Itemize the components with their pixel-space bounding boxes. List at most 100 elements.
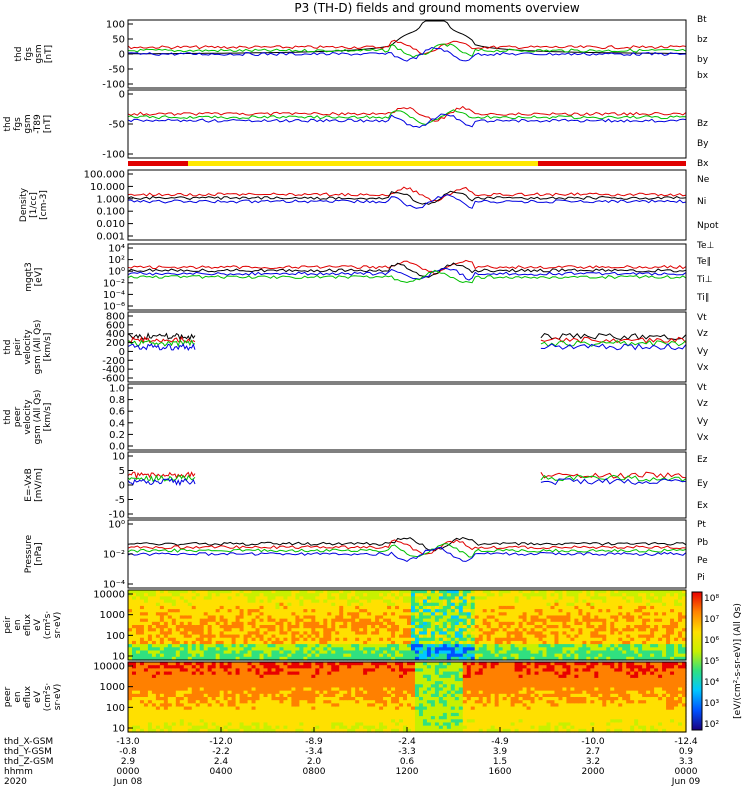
y-axis-label-line: -T89: [33, 114, 43, 134]
y-axis-label-line: [eV]: [34, 268, 44, 287]
x-tick-label: 0800: [303, 767, 326, 777]
y-tick-label: 10⁰: [108, 267, 125, 278]
y-tick-label: -100: [102, 150, 125, 161]
x-tick-label: -4.9: [491, 737, 509, 747]
y-tick-label: 10: [112, 452, 125, 463]
y-tick-label: -5: [115, 495, 125, 506]
region-segment: [538, 161, 686, 166]
y-axis-label: mgqt3 [eV]: [24, 262, 44, 291]
series-Ne: [127, 186, 687, 202]
y-tick-label: 0.100: [96, 207, 125, 218]
colorbar: [691, 591, 703, 731]
legend-label: Vz: [697, 399, 708, 409]
legend-label: Ne: [697, 175, 710, 185]
y-tick-label: 0.001: [96, 232, 125, 243]
y-tick-label: -200: [102, 356, 125, 367]
legend-label: Vx: [697, 363, 709, 373]
y-axis-label-line: thd: [3, 340, 13, 355]
x-row-label: thd_Z-GSM: [4, 757, 53, 767]
y-tick-label: 10⁻²: [103, 278, 125, 289]
y-tick-label: 800: [106, 312, 125, 323]
y-axis-label-line: [1/cc]: [29, 192, 39, 218]
series-By: [127, 109, 687, 126]
x-tick-label: Jun 08: [113, 777, 143, 787]
y-axis-label-line: thd: [0, 690, 3, 705]
panel-pressure: 10⁰ 10⁻² 10⁻⁴ Pressure [nPa] Pt Pb Pe Pi: [24, 519, 708, 591]
panel-fgs-dlp: 0 -50 -100 thd fgs gsm -T89 [nT] Bz By Bx: [3, 89, 709, 169]
y-axis-label-line: sr·eV): [53, 612, 63, 638]
series-Pe: [127, 543, 687, 558]
legend-label: Pe: [697, 556, 708, 566]
y-tick-label: 10000: [93, 590, 125, 601]
y-axis-label-line: eflux: [23, 613, 33, 636]
y-axis-label-line: thd: [0, 618, 3, 633]
y-axis-label-line: [cm-3]: [39, 190, 49, 220]
x-tick-label: 2.0: [307, 757, 322, 767]
x-tick-label: 1200: [396, 767, 419, 777]
y-tick-label: 100: [106, 20, 125, 31]
x-tick-label: 0000: [675, 767, 698, 777]
series-Te⊥: [127, 259, 687, 275]
x-tick-label: 0400: [210, 767, 233, 777]
legend-label: Vy: [697, 417, 709, 427]
y-axis-label-line: gsm: [23, 114, 33, 133]
panel-frame: [127, 451, 687, 519]
x-tick-label: -13.0: [116, 737, 140, 747]
y-axis-label-line: gsm (All Qs): [33, 320, 43, 375]
x-tick-label: 0000: [117, 767, 140, 777]
y-tick-label: 100.000: [84, 170, 125, 181]
y-axis-label-line: velocity: [23, 329, 33, 365]
x-tick-label: 3.3: [679, 757, 693, 767]
y-tick-label: 10⁻⁴: [103, 580, 125, 591]
series-Pb: [127, 539, 687, 555]
colorbar-label-text: [eV/(cm²-s-sr-eV)] (All Qs): [733, 603, 743, 719]
x-row-label: hhmm: [4, 767, 33, 777]
series-Bz: [127, 105, 687, 122]
y-axis-label-line: eV: [33, 618, 43, 631]
y-tick-label: 10000: [93, 662, 125, 673]
panel-fgs: 100 50 0 -50 -100 thd fgs gsm [nT] Bt bz by bx: [14, 15, 709, 91]
y-axis-label-line: E=-VxB: [24, 468, 34, 502]
legend-label: Npot: [697, 221, 719, 231]
y-tick-label: 0: [119, 90, 125, 101]
y-tick-label: 0.010: [96, 219, 125, 230]
y-tick-label: 0.6: [109, 407, 125, 418]
panel-frame: [127, 311, 687, 383]
y-tick-label: 1.000: [96, 194, 125, 205]
x-tick-label: 2.9: [121, 757, 136, 767]
series-Vy: [127, 339, 687, 348]
colorbar-tick-label: 10²: [704, 720, 719, 730]
colorbar-tick-label: 10³: [704, 699, 719, 709]
y-axis-label-line: peer: [3, 686, 13, 707]
series-Pi: [127, 546, 687, 562]
y-tick-label: -400: [102, 365, 125, 376]
y-axis-label-line: thd: [3, 117, 13, 132]
y-tick-label: 0: [119, 347, 125, 358]
legend-label: Ey: [697, 479, 709, 489]
y-tick-label: 5: [119, 466, 125, 477]
x-tick-label: 3.2: [586, 757, 600, 767]
legend-label: Pi: [697, 573, 705, 583]
y-tick-label: 0: [119, 481, 125, 492]
x-row-label: 2020: [4, 777, 27, 787]
y-axis-label-line: peir: [3, 616, 13, 634]
legend-label: Vx: [697, 433, 709, 443]
y-tick-label: 10.000: [90, 182, 125, 193]
y-axis-label: thd peir velocity gsm (All Qs) [km/s]: [3, 320, 53, 375]
colorbar-tick-label: 10⁶: [704, 636, 719, 646]
legend-label: Vz: [697, 329, 708, 339]
y-tick-label: -50: [109, 65, 125, 76]
y-tick-label: 1.0: [109, 384, 125, 395]
colorbar-label: [eV/(cm²-s-sr-eV)] (All Qs): [733, 603, 743, 719]
y-axis-label: thd peer en eflux eV (cm²s· sr·eV): [0, 683, 63, 711]
y-tick-label: -100: [102, 80, 125, 91]
region-bar: [128, 161, 686, 166]
panel-efield: 10 5 0 -5 -10 E=-VxB [mV/m] Ez Ey Ex: [24, 451, 709, 521]
legend-label: Pt: [697, 520, 706, 530]
y-axis-label-line: eV: [33, 690, 43, 703]
legend-label: bz: [697, 35, 708, 45]
legend-label: Bz: [697, 119, 708, 129]
y-tick-label: 1000: [100, 682, 125, 693]
panel-frame: [127, 169, 687, 241]
